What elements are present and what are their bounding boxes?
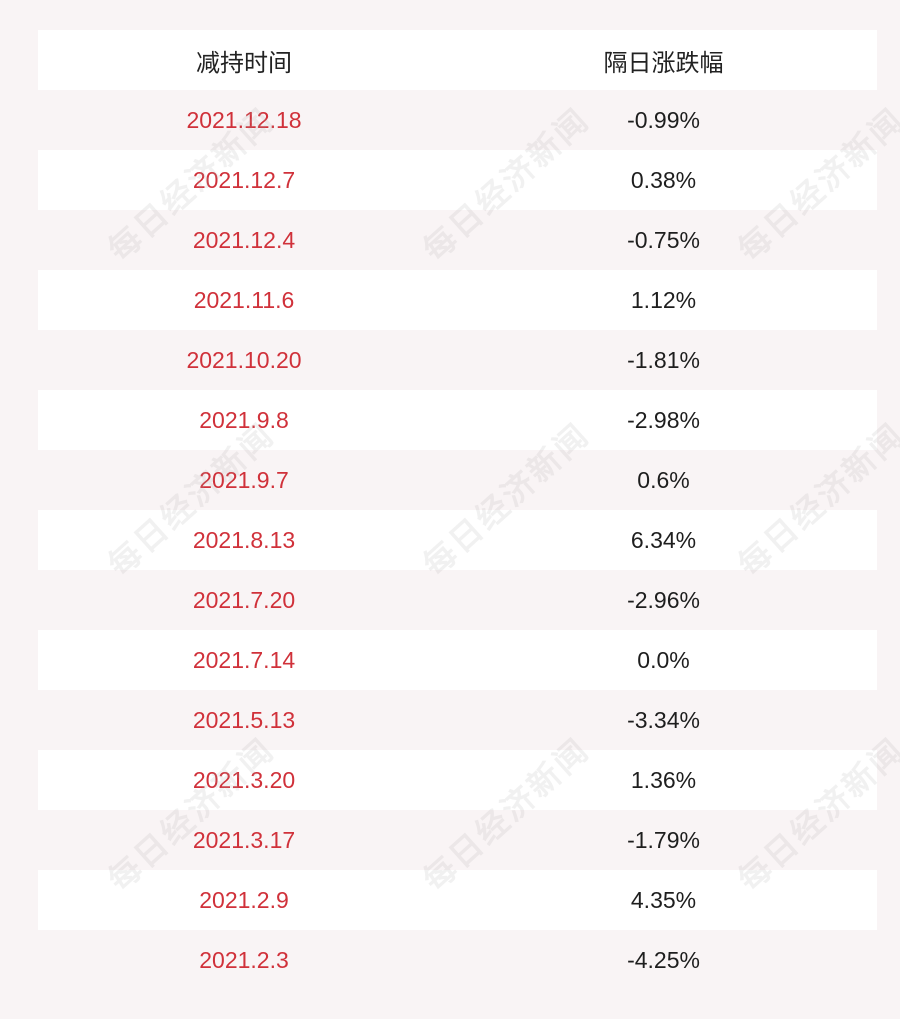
sell-date-cell: 2021.2.3: [199, 946, 289, 973]
sell-date-cell: 2021.3.20: [192, 766, 296, 793]
table-row: 2021.5.13 -3.34%: [38, 690, 877, 750]
table-row: 2021.12.18 -0.99%: [38, 90, 877, 150]
table-row: 2021.12.4 -0.75%: [38, 210, 877, 270]
table-row: 2021.2.9 4.35%: [38, 870, 877, 930]
next-day-change-cell: 6.34%: [630, 526, 697, 553]
sell-date-cell: 2021.12.4: [192, 226, 296, 253]
sell-date-cell: 2021.2.9: [199, 886, 289, 913]
next-day-change-cell: -3.34%: [627, 706, 700, 733]
sell-date-cell: 2021.11.6: [193, 286, 295, 313]
table-row: 2021.7.14 0.0%: [38, 630, 877, 690]
table-row: 2021.12.7 0.38%: [38, 150, 877, 210]
table-row: 2021.11.6 1.12%: [38, 270, 877, 330]
next-day-change-cell: 1.12%: [630, 286, 697, 313]
table-row: 2021.9.8 -2.98%: [38, 390, 877, 450]
next-day-change-cell: -0.99%: [627, 106, 700, 133]
table-row: 2021.2.3 -4.25%: [38, 930, 877, 990]
table-row: 2021.9.7 0.6%: [38, 450, 877, 510]
sell-date-cell: 2021.12.18: [186, 106, 302, 133]
data-table: 减持时间 隔日涨跌幅 2021.12.18 -0.99% 2021.12.7 0.38…: [38, 30, 877, 990]
next-day-change-cell: 0.38%: [630, 166, 697, 193]
table-row: 2021.3.17 -1.79%: [38, 810, 877, 870]
sell-date-cell: 2021.7.14: [192, 646, 296, 673]
sell-date-cell: 2021.5.13: [192, 706, 296, 733]
table-body: 2021.12.18 -0.99% 2021.12.7 0.38% 2021.12.4 -…: [38, 90, 877, 990]
next-day-change-cell: -0.75%: [627, 226, 700, 253]
next-day-change-cell: -2.98%: [627, 406, 700, 433]
data-table-container: 减持时间 隔日涨跌幅 2021.12.18 -0.99% 2021.12.7 0.38…: [38, 30, 877, 990]
sell-date-cell: 2021.7.20: [192, 586, 296, 613]
next-day-change-cell: 1.36%: [630, 766, 697, 793]
next-day-change-cell: -4.25%: [627, 946, 700, 973]
next-day-change-cell: 0.0%: [637, 646, 690, 673]
sell-date-cell: 2021.9.7: [199, 466, 289, 493]
next-day-change-cell: 0.6%: [637, 466, 690, 493]
sell-date-cell: 2021.12.7: [192, 166, 296, 193]
next-day-change-cell: 4.35%: [630, 886, 697, 913]
table-row: 2021.7.20 -2.96%: [38, 570, 877, 630]
header-sell-date: 减持时间: [196, 49, 292, 77]
next-day-change-cell: -1.81%: [627, 346, 700, 373]
header-next-day-change: 隔日涨跌幅: [603, 49, 724, 77]
sell-date-cell: 2021.3.17: [192, 826, 296, 853]
table-row: 2021.3.20 1.36%: [38, 750, 877, 810]
next-day-change-cell: -1.79%: [627, 826, 700, 853]
sell-date-cell: 2021.9.8: [199, 406, 289, 433]
table-row: 2021.8.13 6.34%: [38, 510, 877, 570]
table-header-row: 减持时间 隔日涨跌幅: [38, 30, 877, 90]
next-day-change-cell: -2.96%: [627, 586, 700, 613]
table-row: 2021.10.20 -1.81%: [38, 330, 877, 390]
sell-date-cell: 2021.8.13: [192, 526, 296, 553]
sell-date-cell: 2021.10.20: [186, 346, 302, 373]
